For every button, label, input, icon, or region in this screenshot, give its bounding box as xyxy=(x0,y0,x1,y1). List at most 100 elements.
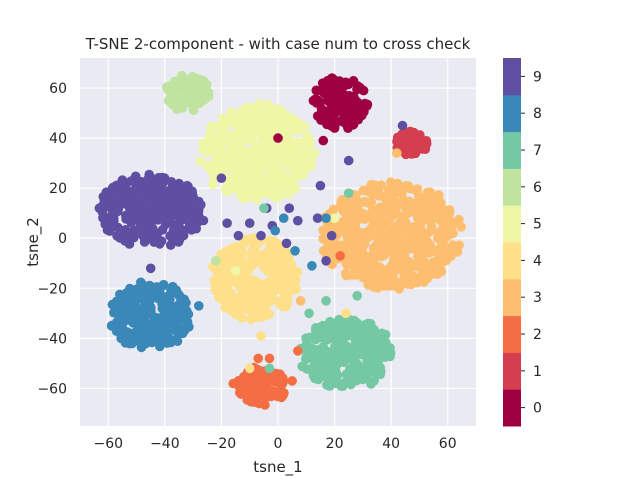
scatter-point xyxy=(395,217,405,227)
scatter-point xyxy=(404,264,414,274)
scatter-point xyxy=(260,249,270,259)
outlier-point xyxy=(278,213,289,223)
scatter-point xyxy=(385,343,395,353)
scatter-point xyxy=(339,114,349,124)
scatter-point xyxy=(339,327,349,338)
colorbar-segment xyxy=(503,168,521,206)
scatter-point xyxy=(322,346,333,357)
scatter-point xyxy=(241,234,251,245)
scatter-point xyxy=(198,145,208,155)
scatter-point xyxy=(182,192,192,203)
scatter-point xyxy=(142,185,153,196)
scatter-point xyxy=(363,280,374,290)
scatter-point xyxy=(449,244,460,255)
scatter-point xyxy=(274,279,285,289)
x-tick-label: −40 xyxy=(150,436,180,452)
scatter-point xyxy=(263,99,273,110)
scatter-point xyxy=(372,270,383,280)
scatter-point xyxy=(355,197,366,208)
scatter-point xyxy=(257,280,267,291)
scatter-point xyxy=(346,379,356,390)
outlier-point xyxy=(392,148,402,158)
scatter-point xyxy=(207,140,217,150)
scatter-point xyxy=(154,172,164,183)
scatter-point xyxy=(136,342,147,353)
scatter-point xyxy=(323,112,333,123)
y-tick-label: 60 xyxy=(49,81,67,97)
colorbar-segment xyxy=(503,58,521,96)
scatter-point xyxy=(150,188,160,198)
outlier-point xyxy=(343,188,354,198)
scatter-point xyxy=(276,105,286,115)
scatter-point xyxy=(165,294,175,305)
scatter-point xyxy=(208,168,218,178)
scatter-point xyxy=(157,299,167,310)
scatter-point xyxy=(162,82,172,92)
scatter-point xyxy=(260,136,271,146)
scatter-point xyxy=(252,190,263,201)
scatter-point xyxy=(421,139,432,149)
y-tick-label: −40 xyxy=(37,331,67,347)
y-tick-label: 20 xyxy=(49,181,67,197)
scatter-point xyxy=(399,278,410,289)
colorbar-segment xyxy=(503,278,521,317)
scatter-point xyxy=(112,317,122,327)
scatter-point xyxy=(277,169,288,179)
y-tick-label: 40 xyxy=(49,131,67,147)
scatter-point xyxy=(249,160,260,170)
scatter-point xyxy=(242,102,252,113)
scatter-point xyxy=(234,138,244,148)
colorbar-tick-label: 7 xyxy=(533,143,542,159)
scatter-point xyxy=(254,106,265,117)
scatter-point xyxy=(226,138,237,148)
scatter-point xyxy=(120,338,131,348)
scatter-point xyxy=(286,172,296,183)
outlier-point xyxy=(312,213,323,223)
scatter-point xyxy=(179,209,190,219)
scatter-point xyxy=(143,210,153,220)
scatter-point xyxy=(366,250,377,261)
scatter-point xyxy=(351,270,361,280)
scatter-point xyxy=(357,258,367,268)
outlier-point xyxy=(233,230,244,241)
scatter-point xyxy=(164,194,174,205)
x-axis-label: tsne_1 xyxy=(253,458,302,477)
scatter-point xyxy=(243,260,253,270)
scatter-point xyxy=(252,371,263,381)
scatter-point xyxy=(448,228,458,239)
scatter-point xyxy=(370,359,380,369)
outlier-point xyxy=(244,363,255,374)
scatter-point xyxy=(345,204,356,214)
scatter-point xyxy=(394,247,405,258)
outlier-point xyxy=(264,363,275,374)
scatter-point xyxy=(157,328,168,339)
outlier-point xyxy=(259,203,269,213)
outlier-point xyxy=(216,173,227,183)
x-tick-label: −20 xyxy=(207,436,237,452)
scatter-point xyxy=(284,255,294,266)
scatter-point xyxy=(182,317,193,327)
outlier-point xyxy=(264,353,275,364)
scatter-point xyxy=(352,81,363,91)
scatter-point xyxy=(249,141,260,151)
scatter-point xyxy=(294,171,305,181)
scatter-point xyxy=(338,350,348,360)
scatter-point xyxy=(402,205,412,216)
colorbar-segment xyxy=(503,205,521,243)
scatter-point xyxy=(203,91,214,102)
scatter-point xyxy=(284,189,294,199)
scatter-point xyxy=(105,223,115,233)
scatter-point xyxy=(165,240,176,250)
scatter-point xyxy=(121,210,131,221)
scatter-point xyxy=(418,216,429,226)
scatter-point xyxy=(227,161,238,172)
scatter-point xyxy=(214,279,225,290)
scatter-point xyxy=(257,397,268,407)
scatter-point xyxy=(226,305,237,316)
scatter-point xyxy=(195,156,206,167)
scatter-point xyxy=(233,376,244,386)
scatter-point xyxy=(233,168,243,178)
scatter-point xyxy=(264,288,274,299)
scatter-point xyxy=(254,99,265,109)
scatter-point xyxy=(244,304,255,315)
